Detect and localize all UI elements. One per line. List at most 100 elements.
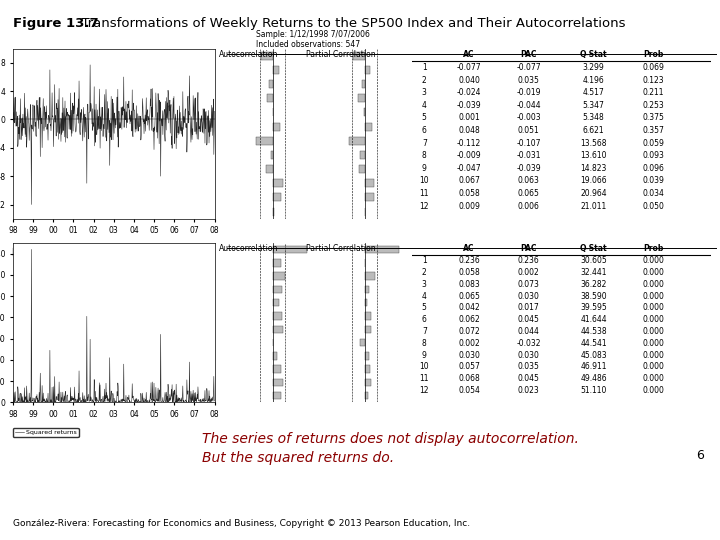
Bar xyxy=(273,352,277,360)
Text: 0.096: 0.096 xyxy=(642,164,665,173)
Text: 0.034: 0.034 xyxy=(642,189,665,198)
Text: 0.000: 0.000 xyxy=(642,292,665,301)
Text: 10: 10 xyxy=(420,362,429,372)
Bar xyxy=(273,66,279,74)
Bar xyxy=(364,312,371,320)
Text: 0.000: 0.000 xyxy=(642,386,665,395)
Text: 0.042: 0.042 xyxy=(458,303,480,313)
Text: 0.035: 0.035 xyxy=(518,362,540,372)
Text: 11: 11 xyxy=(420,374,429,383)
Text: 0.017: 0.017 xyxy=(518,303,540,313)
Text: -0.003: -0.003 xyxy=(516,113,541,123)
Bar xyxy=(364,352,369,360)
Text: 7: 7 xyxy=(422,327,427,336)
Text: 0.050: 0.050 xyxy=(642,201,665,211)
Bar xyxy=(361,80,364,88)
Text: 0.030: 0.030 xyxy=(518,292,540,301)
Text: 0.030: 0.030 xyxy=(458,350,480,360)
Text: Transformations of Weekly Returns to the SP500 Index and Their Autocorrelations: Transformations of Weekly Returns to the… xyxy=(73,17,625,30)
Bar xyxy=(273,259,282,267)
Text: Figure 13.7: Figure 13.7 xyxy=(13,17,99,30)
Text: 0.000: 0.000 xyxy=(642,374,665,383)
Text: 12: 12 xyxy=(420,386,429,395)
Bar xyxy=(273,273,285,280)
Bar xyxy=(271,151,273,159)
Text: 0.357: 0.357 xyxy=(642,126,665,135)
Text: 0.045: 0.045 xyxy=(518,315,540,324)
Text: But the squared returns do.: But the squared returns do. xyxy=(202,451,394,465)
Text: 0.069: 0.069 xyxy=(642,63,665,72)
Text: 5: 5 xyxy=(422,113,427,123)
Text: 0.058: 0.058 xyxy=(458,268,480,277)
Text: 2: 2 xyxy=(422,268,427,277)
Text: -0.047: -0.047 xyxy=(456,164,482,173)
Text: AC: AC xyxy=(464,245,475,253)
Text: 4.196: 4.196 xyxy=(582,76,605,85)
Text: 0.058: 0.058 xyxy=(458,189,480,198)
Bar xyxy=(364,193,374,201)
Bar xyxy=(364,208,365,215)
Text: 1: 1 xyxy=(422,256,427,265)
Text: 12: 12 xyxy=(420,201,429,211)
Bar xyxy=(273,246,307,253)
Legend: Weekly returns to SP500 Index: Weekly returns to SP500 Index xyxy=(13,247,125,256)
Text: 0.236: 0.236 xyxy=(518,256,540,265)
Text: 7: 7 xyxy=(422,139,427,147)
Text: 0.083: 0.083 xyxy=(458,280,480,289)
Bar xyxy=(261,52,273,59)
Text: Q-Stat: Q-Stat xyxy=(580,50,608,59)
Text: 0.093: 0.093 xyxy=(642,151,665,160)
Text: 44.541: 44.541 xyxy=(580,339,607,348)
Text: 6.621: 6.621 xyxy=(582,126,604,135)
Bar xyxy=(256,137,273,145)
Text: 0.000: 0.000 xyxy=(642,350,665,360)
Text: 0.051: 0.051 xyxy=(518,126,540,135)
Text: 0.039: 0.039 xyxy=(642,177,665,185)
Text: 39.595: 39.595 xyxy=(580,303,607,313)
Bar xyxy=(364,299,367,307)
Text: 0.375: 0.375 xyxy=(642,113,665,123)
Text: González-Rivera: Forecasting for Economics and Business, Copyright © 2013 Pearso: González-Rivera: Forecasting for Economi… xyxy=(13,519,470,528)
Text: -0.039: -0.039 xyxy=(456,101,482,110)
Text: Prob: Prob xyxy=(643,50,664,59)
Text: 0.063: 0.063 xyxy=(518,177,540,185)
Text: 0.000: 0.000 xyxy=(642,268,665,277)
Text: 6: 6 xyxy=(422,126,427,135)
Text: 49.486: 49.486 xyxy=(580,374,607,383)
Text: 41.644: 41.644 xyxy=(580,315,607,324)
Text: 13.610: 13.610 xyxy=(580,151,607,160)
Text: 9: 9 xyxy=(422,350,427,360)
Text: 0.000: 0.000 xyxy=(642,315,665,324)
Text: 0.123: 0.123 xyxy=(642,76,664,85)
Bar xyxy=(273,392,281,400)
Bar xyxy=(364,179,374,187)
Text: 10: 10 xyxy=(420,177,429,185)
Text: 0.253: 0.253 xyxy=(642,101,665,110)
Bar xyxy=(364,123,372,131)
Text: -0.019: -0.019 xyxy=(517,88,541,97)
Text: 0.073: 0.073 xyxy=(518,280,540,289)
Text: 0.211: 0.211 xyxy=(643,88,664,97)
Bar xyxy=(364,246,399,253)
Bar xyxy=(266,165,273,173)
Text: -0.077: -0.077 xyxy=(516,63,541,72)
Bar xyxy=(267,94,273,102)
Bar xyxy=(360,151,364,159)
Text: 0.023: 0.023 xyxy=(518,386,540,395)
Text: 0.072: 0.072 xyxy=(458,327,480,336)
Text: -0.077: -0.077 xyxy=(456,63,482,72)
Bar xyxy=(364,326,371,333)
Text: Q-Stat: Q-Stat xyxy=(580,245,608,253)
Text: 30.605: 30.605 xyxy=(580,256,607,265)
Text: 0.065: 0.065 xyxy=(518,189,540,198)
Text: -0.112: -0.112 xyxy=(457,139,481,147)
Text: 0.059: 0.059 xyxy=(642,139,665,147)
Text: 0.068: 0.068 xyxy=(458,374,480,383)
Bar xyxy=(364,286,369,293)
Text: 4: 4 xyxy=(422,292,427,301)
Text: 0.044: 0.044 xyxy=(518,327,540,336)
Text: 0.000: 0.000 xyxy=(642,303,665,313)
Text: 0.000: 0.000 xyxy=(642,256,665,265)
Text: 0.040: 0.040 xyxy=(458,76,480,85)
Text: 0.035: 0.035 xyxy=(518,76,540,85)
